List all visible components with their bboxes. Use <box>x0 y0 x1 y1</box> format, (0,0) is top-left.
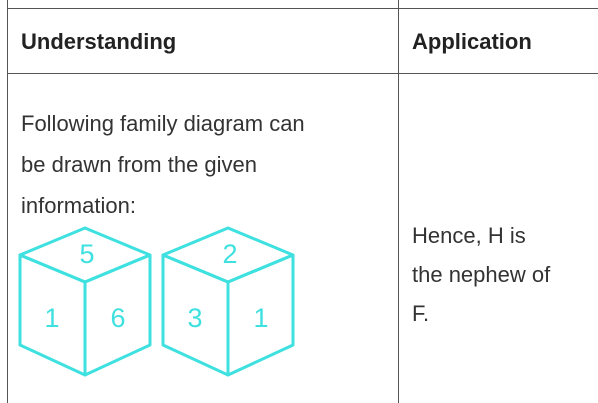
header-cell: Understanding <box>21 29 177 54</box>
die-face: 5 <box>79 239 94 269</box>
die-face: 3 <box>187 303 202 333</box>
cell-text: information: <box>21 193 136 218</box>
cube-right <box>226 253 295 377</box>
border-left <box>7 0 8 403</box>
die-face: 1 <box>44 303 59 333</box>
cube-right <box>83 253 152 377</box>
cell-text: Following family diagram can <box>21 111 305 136</box>
column-divider <box>398 0 399 403</box>
cell-text: the nephew of <box>412 262 551 287</box>
die-face: 2 <box>222 239 237 269</box>
die-face: 6 <box>110 303 125 333</box>
header-divider <box>7 73 598 74</box>
header-cell: Application <box>412 29 532 54</box>
dice-diagram: 5 1 6 2 3 1 <box>18 226 295 377</box>
die-face: 1 <box>253 303 268 333</box>
cell-text: Hence, H is <box>412 223 526 248</box>
cell-text: F. <box>412 301 430 326</box>
border-top <box>7 8 598 9</box>
cell-text: be drawn from the given <box>21 152 258 177</box>
